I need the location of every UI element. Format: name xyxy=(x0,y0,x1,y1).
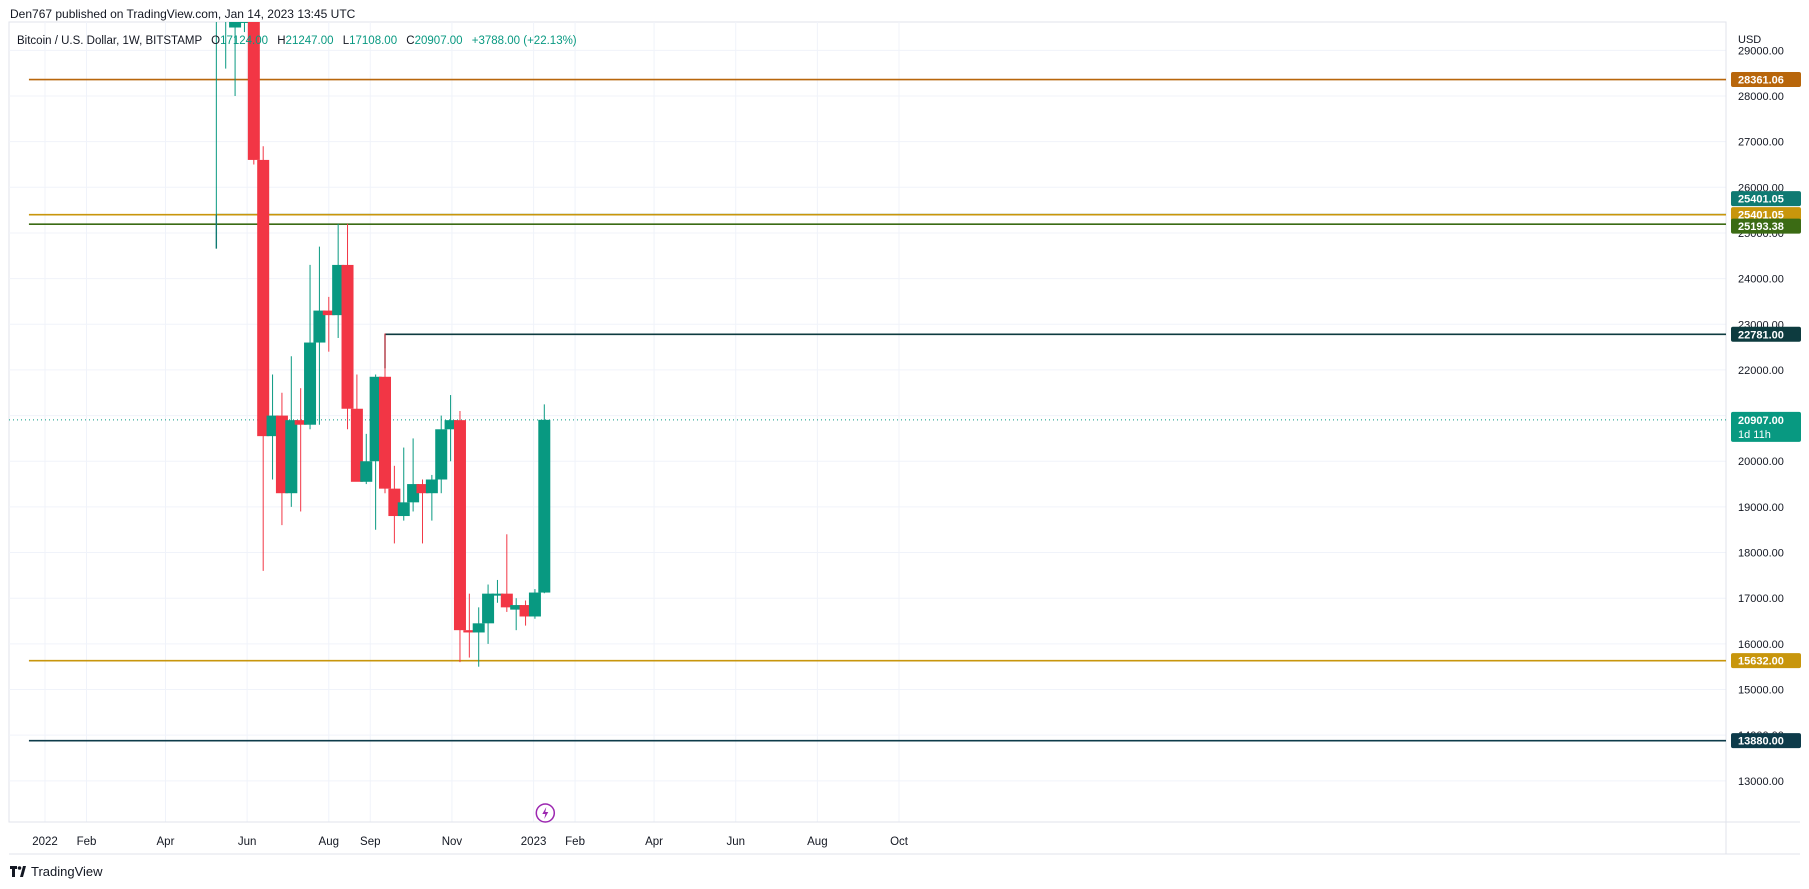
x-tick-label: Jun xyxy=(726,836,745,848)
y-tick-label: 19000.00 xyxy=(1738,502,1784,514)
currency-label: USD xyxy=(1738,34,1761,46)
candle-body[interactable] xyxy=(294,420,307,425)
x-tick-label: Apr xyxy=(157,836,175,848)
candle-body[interactable] xyxy=(463,630,476,633)
candles-group xyxy=(210,5,551,667)
candle-body[interactable] xyxy=(435,429,448,480)
candle-body[interactable] xyxy=(416,484,429,494)
y-tick-label: 22000.00 xyxy=(1738,365,1784,377)
close-value: 20907.00 xyxy=(414,35,463,47)
y-tick-label: 27000.00 xyxy=(1738,137,1784,149)
level-price-label-bg xyxy=(1731,207,1801,223)
x-tick-label: Jun xyxy=(238,836,257,848)
candle-body[interactable] xyxy=(407,484,420,503)
y-tick-label: 20000.00 xyxy=(1738,456,1784,468)
y-tick-label: 15000.00 xyxy=(1738,685,1784,697)
y-tick-label: 16000.00 xyxy=(1738,639,1784,651)
candle-body[interactable] xyxy=(388,488,401,517)
level-price-label-bg xyxy=(1731,326,1801,342)
current-price-bg xyxy=(1731,411,1801,442)
level-price-label: 28361.06 xyxy=(1738,75,1784,87)
candle-body[interactable] xyxy=(229,18,242,28)
y-tick-label: 17000.00 xyxy=(1738,593,1784,605)
x-tick-label: Aug xyxy=(319,836,339,848)
level-price-label: 25193.38 xyxy=(1738,221,1784,233)
candle-body[interactable] xyxy=(322,310,335,316)
y-tick-label: 13000.00 xyxy=(1738,776,1784,788)
x-tick-label: Feb xyxy=(565,836,585,848)
countdown-label: 1d 11h xyxy=(1738,429,1771,441)
publisher-line: Den767 published on TradingView.com, Jan… xyxy=(10,7,356,21)
level-price-label: 15632.00 xyxy=(1738,656,1784,668)
x-tick-label: Sep xyxy=(360,836,380,848)
level-price-label-bg xyxy=(1731,72,1801,88)
candle-body[interactable] xyxy=(304,342,317,425)
candle-body[interactable] xyxy=(266,415,279,437)
footer-brand: TradingView xyxy=(10,864,103,879)
level-price-label-bg xyxy=(1731,218,1801,234)
candle-body[interactable] xyxy=(491,593,504,596)
candle-body[interactable] xyxy=(350,408,363,482)
candle-body[interactable] xyxy=(482,593,495,624)
y-tick-label: 29000.00 xyxy=(1738,45,1784,57)
x-tick-label: 2022 xyxy=(32,836,58,848)
candle-body[interactable] xyxy=(379,376,392,489)
candle-body[interactable] xyxy=(444,420,457,430)
level-price-label-bg xyxy=(1731,733,1801,749)
level-price-label: 22781.00 xyxy=(1738,329,1784,341)
candle-body[interactable] xyxy=(257,159,270,437)
tradingview-logo-icon xyxy=(10,866,26,877)
candle-body[interactable] xyxy=(247,5,260,160)
current-price-label: 20907.00 xyxy=(1738,415,1784,427)
candle-body[interactable] xyxy=(285,420,298,494)
close-label: C xyxy=(406,35,415,47)
change-value: +3788.00 (+22.13%) xyxy=(471,35,577,47)
candle-body[interactable] xyxy=(313,310,326,343)
y-tick-label: 28000.00 xyxy=(1738,91,1784,103)
open-value: 17124.00 xyxy=(220,35,269,47)
high-label: H xyxy=(277,35,286,47)
y-tick-label: 18000.00 xyxy=(1738,548,1784,560)
candle-body[interactable] xyxy=(369,376,382,462)
candle-body[interactable] xyxy=(397,502,410,517)
candle-body[interactable] xyxy=(341,264,354,409)
y-tick-label: 24000.00 xyxy=(1738,274,1784,286)
candle-body[interactable] xyxy=(510,605,523,610)
x-tick-label: 2023 xyxy=(521,836,547,848)
candle-body[interactable] xyxy=(538,419,551,593)
candle-body[interactable] xyxy=(238,14,251,23)
level-price-label: 25401.05 xyxy=(1738,194,1784,206)
candle-body[interactable] xyxy=(528,592,541,617)
candle-body[interactable] xyxy=(453,420,466,631)
candle-body[interactable] xyxy=(220,5,232,7)
x-tick-label: Aug xyxy=(807,836,827,848)
level-price-label: 13880.00 xyxy=(1738,736,1784,748)
candle-body[interactable] xyxy=(360,461,373,482)
x-tick-label: Feb xyxy=(77,836,97,848)
candle-body[interactable] xyxy=(332,264,345,316)
candle-body[interactable] xyxy=(425,479,438,494)
level-price-label-bg xyxy=(1731,653,1801,669)
high-value: 21247.00 xyxy=(285,35,334,47)
lightning-glyph xyxy=(542,807,549,819)
x-tick-label: Nov xyxy=(442,836,463,848)
symbol-legend: Bitcoin / U.S. Dollar, 1W, BITSTAMP O171… xyxy=(17,35,577,47)
candle-body[interactable] xyxy=(210,5,222,7)
candle-body[interactable] xyxy=(519,605,532,617)
x-tick-label: Apr xyxy=(645,836,663,848)
symbol-name: Bitcoin / U.S. Dollar, 1W, BITSTAMP xyxy=(17,35,202,47)
candle-body[interactable] xyxy=(500,593,513,608)
candle-body[interactable] xyxy=(275,415,288,494)
low-value: 17108.00 xyxy=(349,35,398,47)
candle-body[interactable] xyxy=(472,623,485,633)
level-price-label-bg xyxy=(1731,191,1801,207)
brand-name: TradingView xyxy=(31,864,103,879)
low-label: L xyxy=(342,35,350,47)
x-tick-label: Oct xyxy=(890,836,909,848)
open-label: O xyxy=(211,35,221,47)
